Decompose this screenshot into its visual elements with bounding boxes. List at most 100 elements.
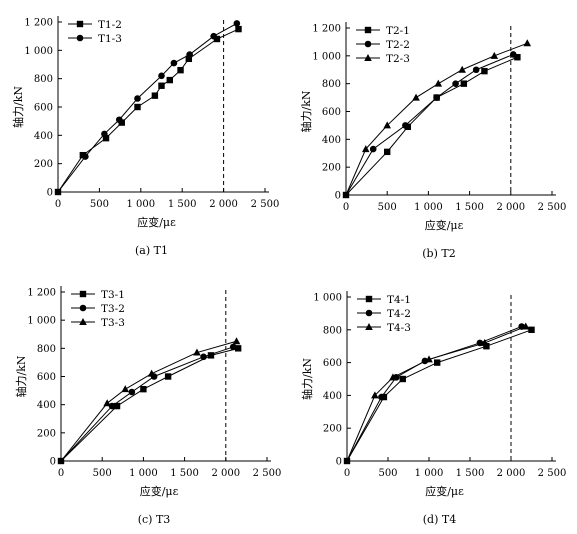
x-tick-label: 0 [58, 468, 64, 479]
y-tick-label: 200 [322, 163, 341, 174]
y-tick-label: 1 200 [24, 18, 53, 29]
data-point [509, 51, 517, 58]
y-tick-label: 800 [37, 344, 56, 355]
data-point [490, 51, 499, 59]
data-point [383, 121, 391, 129]
legend-marker [79, 290, 87, 298]
y-tick-label: 200 [37, 428, 56, 439]
x-tick-label: 500 [90, 199, 109, 210]
panel-1: 0 500 1 000 1 500 2 000 2 500 0 200 400 600 800 1 0… [11, 16, 279, 257]
y-tick-label: 800 [323, 325, 342, 336]
data-point [399, 375, 406, 383]
legend-marker [76, 20, 84, 28]
data-point [434, 79, 443, 87]
x-axis-title: 应变/με [425, 218, 464, 232]
legend-label: T1-3 [98, 33, 122, 45]
data-point [412, 93, 420, 101]
legend-label: T1-2 [98, 19, 122, 31]
series-line [57, 28, 239, 193]
x-tick-label: 1 000 [126, 199, 155, 210]
data-point [103, 399, 111, 407]
series-T2-2 [345, 51, 517, 196]
x-tick-label: 2 000 [209, 199, 238, 210]
panel-2: 0 500 1 000 1 500 2 000 2 500 0 200 400 600 800 1 0… [299, 22, 566, 260]
data-point [213, 35, 221, 43]
legend: T4-1 T4-2 T4-3 [357, 294, 411, 334]
data-point [82, 153, 89, 160]
legend-label: T4-2 [387, 308, 411, 320]
data-point [134, 95, 141, 102]
data-point [402, 122, 409, 129]
data-point [113, 402, 121, 410]
data-point [158, 72, 165, 80]
legend-label: T2-2 [386, 39, 410, 51]
data-point [164, 373, 172, 380]
data-point [151, 92, 159, 99]
x-tick-label: 2 000 [211, 468, 240, 479]
series-line [60, 340, 237, 462]
y-tick-label: 800 [322, 79, 341, 90]
x-tick-label: 500 [378, 202, 397, 213]
y-tick-label: 1 200 [27, 288, 56, 299]
data-point [166, 76, 173, 84]
x-tick-label: 1 500 [455, 202, 484, 213]
data-point [140, 385, 147, 393]
data-point [108, 402, 116, 410]
data-point [528, 326, 535, 333]
legend-marker [79, 318, 87, 325]
data-point [186, 51, 193, 58]
legend-label: T2-1 [386, 25, 410, 37]
legend-marker [365, 295, 373, 303]
x-tick-label: 0 [343, 202, 349, 213]
data-point [371, 391, 379, 399]
y-tick-label: 400 [34, 131, 53, 142]
data-point [170, 59, 178, 67]
legend-label: T2-3 [386, 53, 410, 65]
data-point [233, 20, 241, 27]
y-tick-label: 1 200 [312, 24, 341, 35]
series-T2-3 [345, 39, 532, 196]
series-line [345, 56, 518, 196]
data-point [147, 369, 156, 377]
data-point [483, 343, 490, 350]
x-tick-label: 0 [55, 199, 61, 210]
legend-marker [364, 40, 372, 48]
x-tick-label: 2 000 [496, 202, 525, 213]
series-line [346, 329, 532, 462]
series-line [57, 22, 238, 193]
x-tick-label: 1 000 [415, 468, 444, 479]
x-axis-title: 应变/με [140, 484, 179, 498]
legend-label: T3-1 [101, 289, 125, 301]
y-tick-label: 400 [322, 135, 341, 146]
legend-label: T3-3 [101, 317, 125, 329]
data-point [235, 25, 242, 33]
data-point [207, 352, 215, 359]
x-tick-label: 2 000 [497, 468, 526, 479]
data-point [369, 145, 377, 153]
legend-marker [76, 34, 84, 42]
x-tick-label: 1 500 [170, 468, 199, 479]
y-tick-label: 1 000 [27, 316, 56, 327]
data-point [118, 119, 125, 126]
panel-4: 0 500 1 000 1 500 2 000 2 500 0 200 400 600 800 1 0… [300, 291, 566, 526]
y-tick-label: 600 [322, 107, 341, 118]
data-point [193, 348, 201, 356]
y-tick-label: 400 [323, 391, 342, 402]
y-tick-label: 400 [37, 400, 56, 411]
y-tick-label: 200 [323, 424, 342, 435]
data-point [389, 373, 397, 381]
x-tick-label: 1 000 [414, 202, 443, 213]
data-point [480, 338, 489, 346]
legend-label: T4-3 [387, 322, 411, 334]
legend-marker [79, 304, 87, 312]
legend-label: T3-2 [101, 303, 125, 315]
y-axis-title: 轴力/kN [14, 355, 28, 397]
y-tick-label: 600 [34, 103, 53, 114]
x-tick-label: 500 [93, 468, 112, 479]
legend-marker [364, 26, 372, 34]
series-T4-1 [343, 326, 535, 465]
x-tick-label: 2 500 [253, 468, 282, 479]
series-line [345, 53, 514, 196]
data-point [521, 322, 530, 330]
